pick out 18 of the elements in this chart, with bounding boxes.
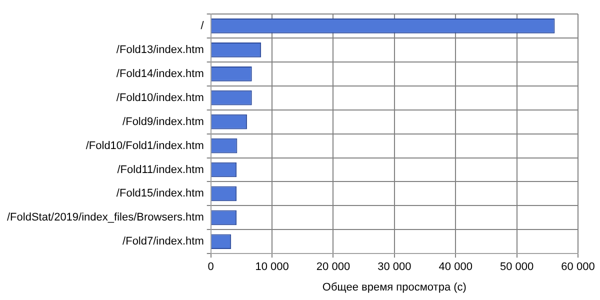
y-tick-label: /Fold10/index.htm	[116, 92, 204, 104]
y-tick-label: /	[200, 20, 205, 32]
y-tick-label: /Fold7/index.htm	[122, 236, 204, 248]
y-tick-label: /Fold10/Fold1/index.htm	[86, 140, 204, 152]
x-tick-label: 0	[208, 261, 214, 274]
y-tick-label: /Fold9/index.htm	[122, 116, 204, 128]
x-tick-label: 10 000	[255, 261, 289, 274]
x-tick-label: 30 000	[378, 261, 412, 274]
x-tick-label: 40 000	[438, 261, 472, 274]
y-tick-label: /FoldStat/2019/index_files/Browsers.htm	[6, 212, 204, 224]
x-tick-label: 20 000	[316, 261, 350, 274]
y-tick-label: /Fold15/index.htm	[116, 188, 204, 200]
y-tick-label: /Fold11/index.htm	[117, 164, 204, 176]
x-axis-title: Общее время просмотра (с)	[322, 281, 466, 294]
y-tick-label: /Fold13/index.htm	[116, 44, 204, 56]
y-tick-label: /Fold14/index.htm	[116, 68, 204, 80]
x-tick-label: 60 000	[561, 261, 595, 274]
x-tick-label: 50 000	[500, 261, 534, 274]
